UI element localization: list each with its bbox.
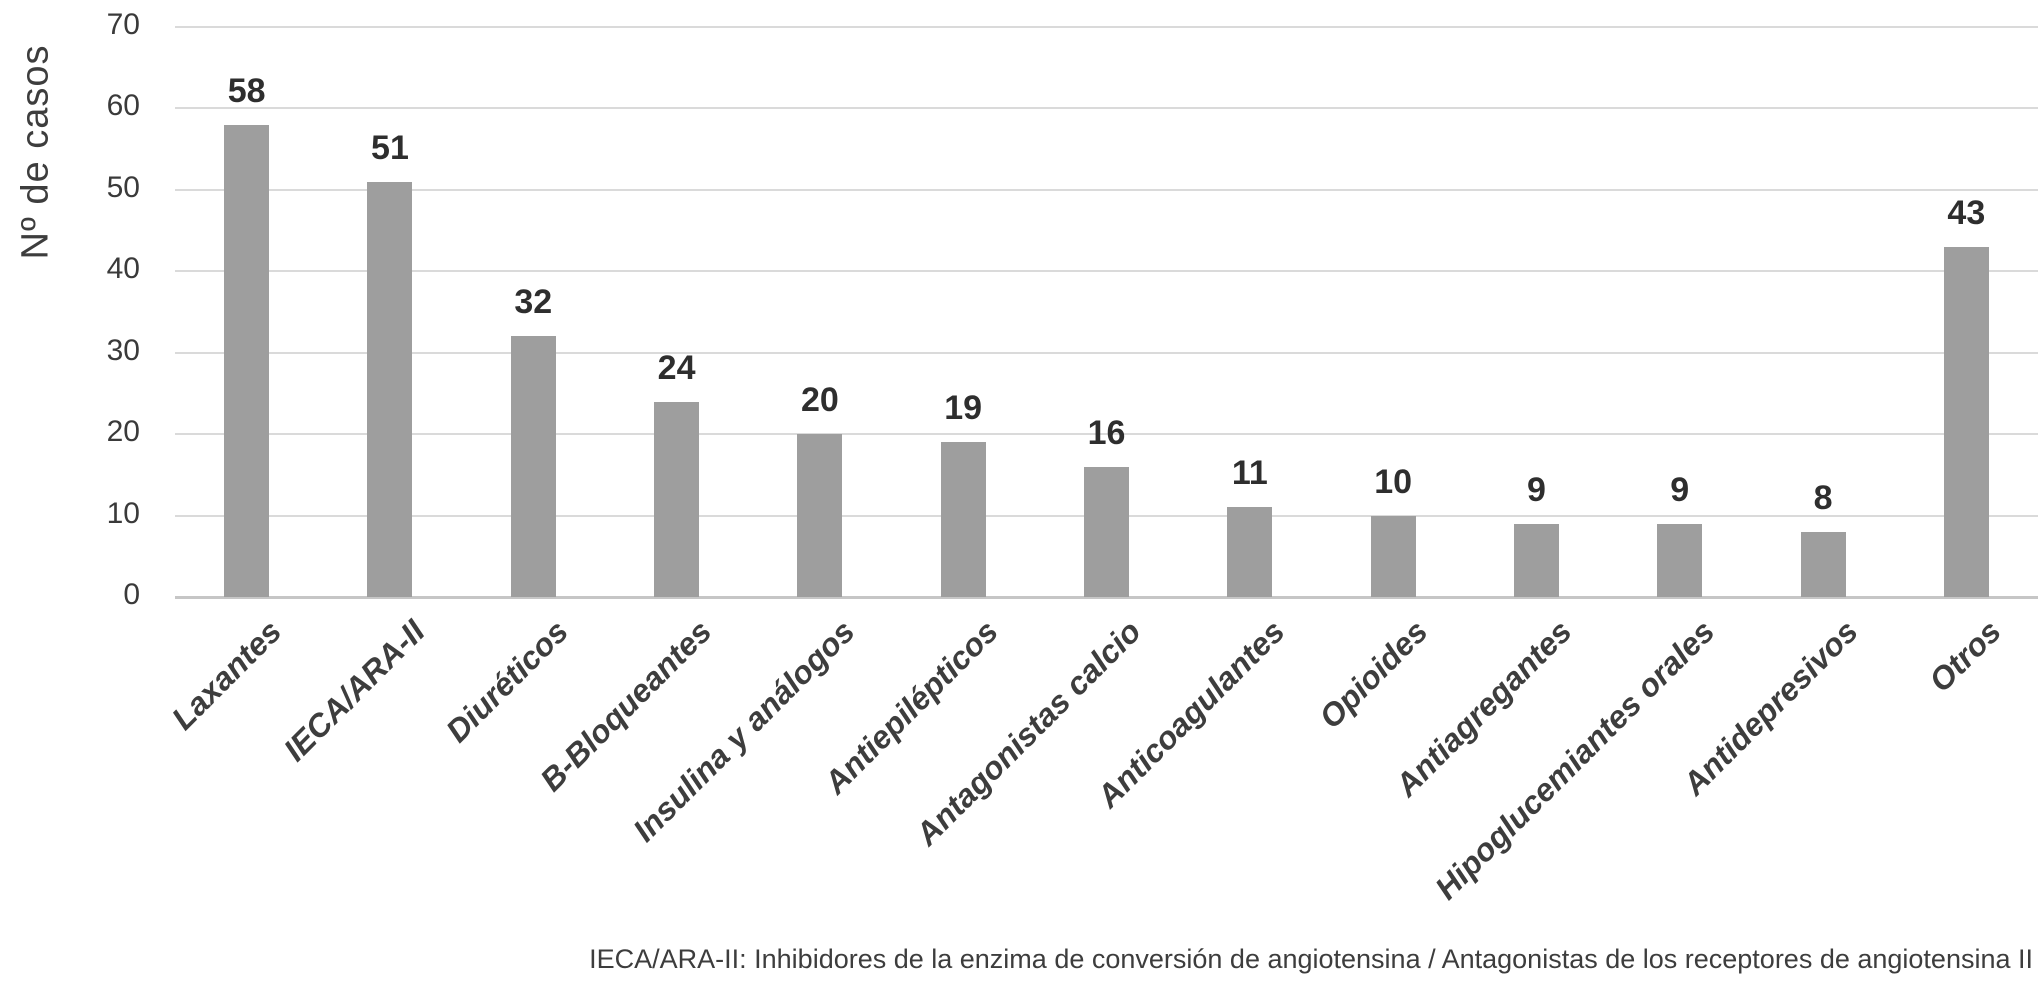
footnote: IECA/ARA-II: Inhibidores de la enzima de…: [589, 944, 2033, 974]
x-category-label-ieca-ara-ii: IECA/ARA-II: [276, 613, 432, 768]
bar-slot-antiepilepticos: 19: [892, 27, 1035, 597]
bar-slot-antidepresivos: 8: [1751, 27, 1894, 597]
y-tick-label: 30: [106, 333, 140, 367]
bar-value-label: 8: [1813, 478, 1833, 517]
gridline: [175, 188, 2038, 191]
bar-value-label: 9: [1526, 470, 1546, 509]
bar-value-label: 43: [1947, 193, 1986, 232]
bar-slot-antiagregantes: 9: [1465, 27, 1608, 597]
x-category-label-diureticos: Diuréticos: [438, 613, 575, 750]
x-category-label-opioides: Opioides: [1312, 613, 1435, 736]
x-category-label-hipoglucemiantes-orales: Hipoglucemiantes orales: [1427, 613, 1722, 907]
bar-value-label: 10: [1374, 462, 1413, 501]
bar-value-label: 19: [944, 389, 983, 428]
y-tick-label: 50: [106, 170, 140, 204]
bar-value-label: 9: [1670, 470, 1690, 509]
bar-anticoagulantes: [1227, 507, 1273, 597]
bar-b-bloqueantes: [654, 401, 700, 597]
bar-slot-hipoglucemiantes-orales: 9: [1608, 27, 1751, 597]
bar-value-label: 32: [514, 283, 553, 322]
bar-diureticos: [510, 336, 556, 597]
bar-value-label: 58: [227, 71, 266, 110]
y-tick-label: 20: [106, 415, 140, 449]
x-category-label-otros: Otros: [1922, 613, 2008, 699]
bar-antiepilepticos: [940, 442, 986, 597]
bar-slot-laxantes: 58: [175, 27, 318, 597]
y-axis-title: Nº de casos: [14, 44, 57, 260]
bar-value-label: 16: [1087, 413, 1126, 452]
bar-value-label: 51: [371, 128, 409, 167]
bar-opioides: [1370, 515, 1416, 597]
bar-slot-anticoagulantes: 11: [1178, 27, 1321, 597]
bar-antagonistas-calcio: [1083, 466, 1129, 597]
bar-value-label: 24: [657, 348, 696, 387]
x-axis-line: [175, 596, 2038, 599]
bar-otros: [1943, 246, 1989, 597]
bar-value-label: 20: [800, 381, 839, 420]
gridline: [175, 26, 2038, 28]
gridline: [175, 351, 2038, 354]
bar-ieca-ara-ii: [367, 181, 413, 597]
bar-antiagregantes: [1513, 523, 1559, 597]
bar-hipoglucemiantes-orales: [1657, 523, 1703, 597]
bar-slot-b-bloqueantes: 24: [605, 27, 748, 597]
bar-slot-antagonistas-calcio: 16: [1035, 27, 1178, 597]
y-tick-label: 0: [123, 578, 140, 611]
y-tick-label: 60: [106, 89, 140, 123]
bar-insulina-y-analogos: [797, 434, 843, 597]
bar-slot-insulina-y-analogos: 20: [748, 27, 891, 597]
gridline: [175, 433, 2038, 436]
y-tick-label: 10: [106, 496, 140, 530]
bar-slot-diureticos: 32: [462, 27, 605, 597]
bar-value-label: 11: [1231, 454, 1268, 493]
y-tick-label: 40: [106, 252, 140, 286]
y-tick-label: 70: [106, 8, 140, 41]
bar-slot-ieca-ara-ii: 51: [318, 27, 461, 597]
bar-laxantes: [224, 124, 270, 597]
x-category-label-laxantes: Laxantes: [164, 613, 289, 737]
gridline: [175, 270, 2038, 273]
bar-slot-opioides: 10: [1321, 27, 1464, 597]
gridline: [175, 107, 2038, 110]
plot-area: 58 51 32 24 20 19 16 11 10 9 9 8 43: [175, 26, 2038, 599]
bar-slot-otros: 43: [1895, 27, 2038, 597]
bar-antidepresivos: [1800, 531, 1846, 597]
